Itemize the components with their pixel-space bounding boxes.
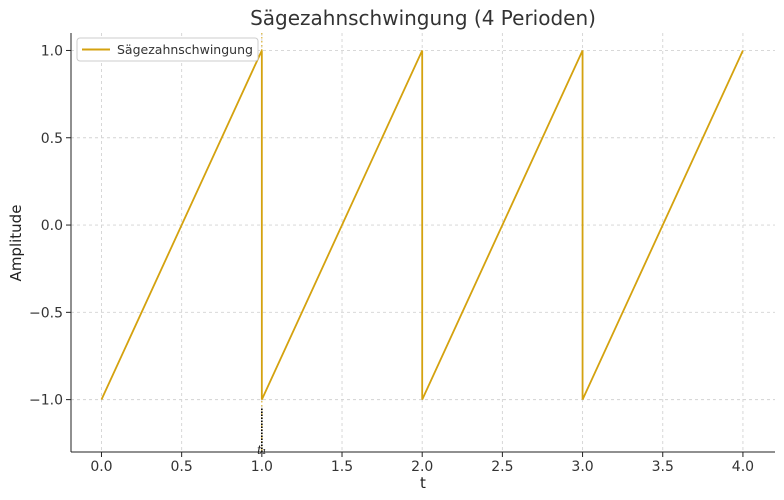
y-tick-label: 0.0 [41,218,63,234]
x-axis-label: t [420,474,426,492]
x-tick-label: 1.0 [251,459,273,475]
x-tick-label: 3.5 [652,459,674,475]
marker-label-t1: t₁ [257,443,267,457]
y-tick-label: −0.5 [29,305,63,321]
y-tick-label: 1.0 [41,43,63,59]
series-line [100,50,744,401]
x-tick-label: 3.0 [571,459,593,475]
axes [66,33,775,457]
x-tick-label: 2.5 [491,459,513,475]
x-tick-label: 0.5 [171,459,193,475]
series-layer [100,50,744,401]
x-tick-label: 1.5 [331,459,353,475]
tick-labels: 0.0 0.5 1.0 1.5 2.0 2.5 3.0 3.5 4.0 1.0 0.5 0.0 −0.5… [29,43,754,475]
x-tick-label: 0.0 [90,459,112,475]
legend-label: Sägezahnschwingung [117,42,253,57]
x-tick-label: 2.0 [411,459,433,475]
y-tick-label: 0.5 [41,131,63,147]
legend: Sägezahnschwingung [76,37,259,62]
chart-title: Sägezahnschwingung (4 Perioden) [250,6,596,30]
x-tick-label: 4.0 [732,459,754,475]
y-axis-label: Amplitude [7,205,25,282]
y-tick-label: −1.0 [29,393,63,409]
legend-box [76,37,259,62]
